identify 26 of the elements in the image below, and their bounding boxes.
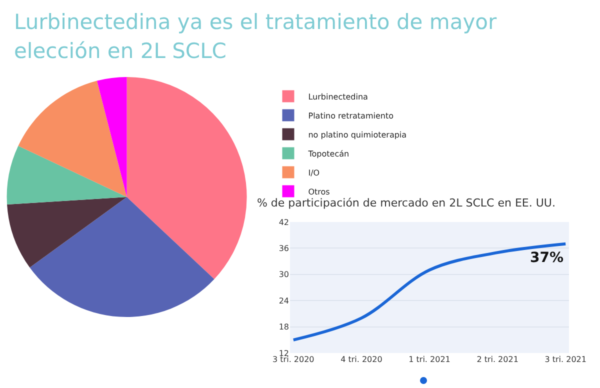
legend-label: Lurbinectedina bbox=[308, 92, 368, 102]
x-tick-label: 3 tri. 2021 bbox=[544, 355, 586, 364]
pie-slice bbox=[7, 197, 127, 268]
y-tick-label: 18 bbox=[278, 322, 289, 332]
x-tick-label: 3 tri. 2020 bbox=[272, 355, 314, 364]
legend-label: Topotecán bbox=[307, 149, 350, 158]
x-tick-label: 4 tri. 2020 bbox=[340, 355, 382, 364]
x-tick-label: 1 tri. 2021 bbox=[408, 355, 450, 364]
y-tick-label: 24 bbox=[278, 296, 289, 306]
legend-label: Platino retratamiento bbox=[308, 111, 394, 120]
pie-slice bbox=[126, 77, 247, 280]
y-tick-label: 36 bbox=[278, 244, 289, 253]
chart-title: Lurbinectedina ya es el tratamiento de mayor elección en 2L SCLC bbox=[14, 9, 498, 65]
legend-label: no platino quimioterapia bbox=[308, 130, 407, 140]
x-tick-label: 2 tri. 2021 bbox=[476, 355, 518, 364]
y-tick-label: 42 bbox=[278, 218, 289, 227]
chart-title: % de participación de mercado en 2L SCLC en EE. UU. bbox=[256, 196, 556, 210]
annotation: 37% bbox=[530, 250, 564, 266]
legend-label: Otros bbox=[308, 187, 330, 196]
y-tick-label: 30 bbox=[278, 270, 289, 280]
pie-slice bbox=[30, 197, 214, 317]
line-series bbox=[292, 242, 568, 342]
pie-slice bbox=[96, 77, 127, 197]
legend-label: I/O bbox=[308, 168, 320, 178]
pie-slice bbox=[7, 146, 127, 205]
pie-slice bbox=[18, 80, 127, 197]
